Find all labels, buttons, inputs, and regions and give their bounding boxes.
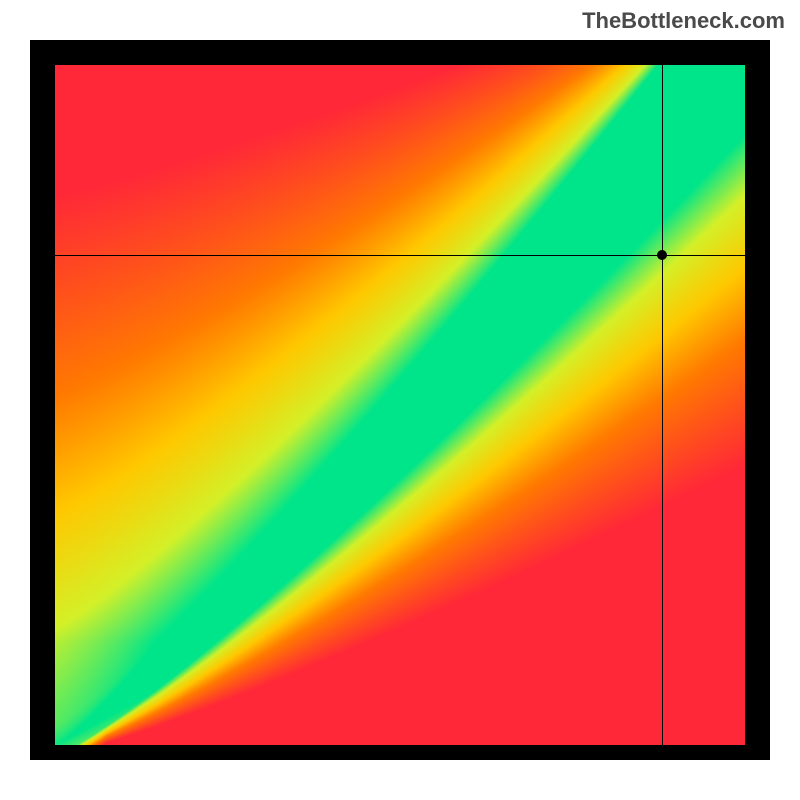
heatmap-canvas [55,65,745,745]
crosshair-vertical [662,65,663,745]
chart-border [30,40,770,760]
crosshair-dot [657,250,667,260]
watermark-text: TheBottleneck.com [582,8,785,34]
crosshair-horizontal [55,255,745,256]
heatmap-plot [55,65,745,745]
chart-container: TheBottleneck.com [0,0,800,800]
